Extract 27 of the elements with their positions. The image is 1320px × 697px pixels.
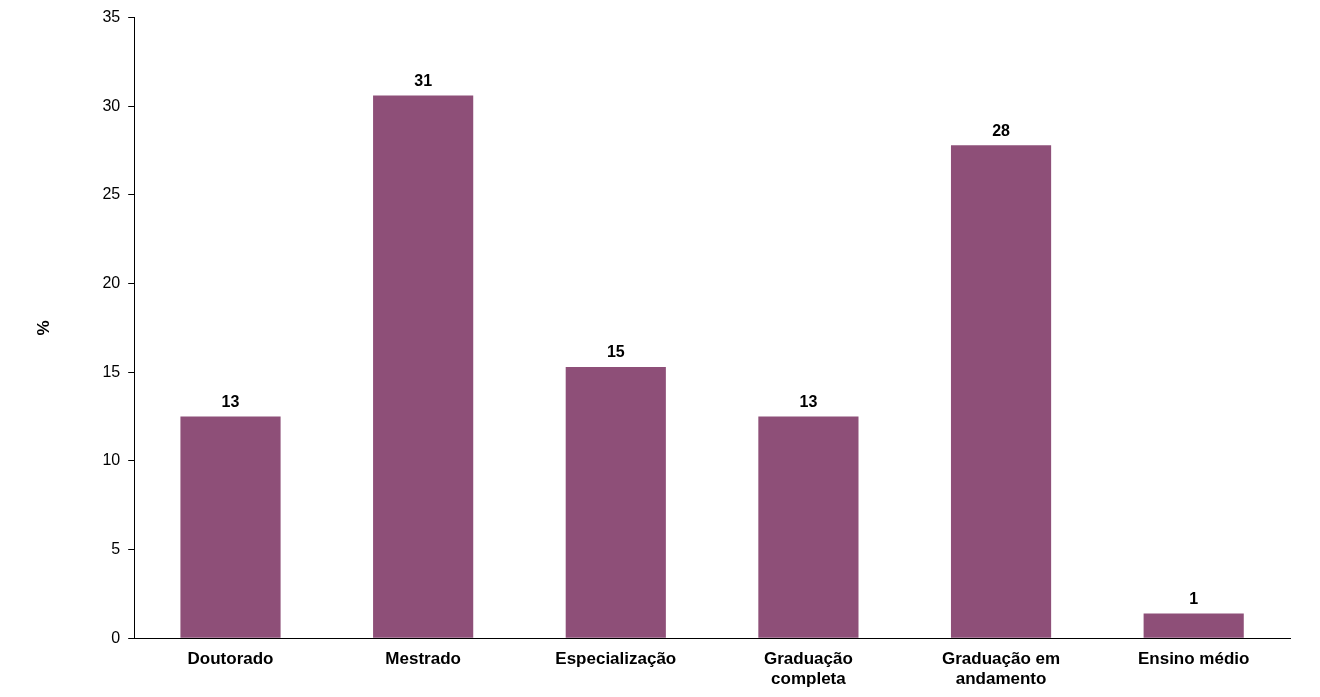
y-tick-label: 0 (111, 628, 121, 646)
data-label: 15 (606, 343, 625, 361)
x-tick-label: Ensino médio (1137, 649, 1250, 669)
x-tick-label: Especialização (555, 649, 677, 669)
y-tick-label: 15 (102, 362, 121, 380)
bar (565, 366, 666, 638)
bar (1143, 613, 1244, 638)
x-tick-label: Graduação completa (764, 649, 853, 689)
y-axis-title: % (33, 320, 53, 336)
data-label: 1 (1189, 589, 1199, 607)
y-tick-label: 20 (102, 273, 121, 291)
data-label: 28 (992, 121, 1011, 139)
bar (180, 416, 281, 638)
x-tick-label: Mestrado (385, 649, 461, 669)
data-label: 13 (221, 392, 240, 410)
bar (950, 145, 1052, 638)
x-tick-label: Doutorado (187, 649, 274, 669)
bar (373, 95, 474, 638)
y-tick-label: 10 (102, 451, 121, 469)
y-tick-label: 25 (102, 185, 121, 203)
data-label: 13 (799, 392, 818, 410)
x-tick-label: Graduação em andamento (941, 649, 1061, 689)
y-tick-label: 30 (102, 96, 121, 114)
y-tick-label: 5 (111, 539, 121, 557)
bar (758, 416, 859, 638)
y-tick-label: 35 (102, 8, 121, 26)
data-label: 31 (414, 72, 433, 90)
